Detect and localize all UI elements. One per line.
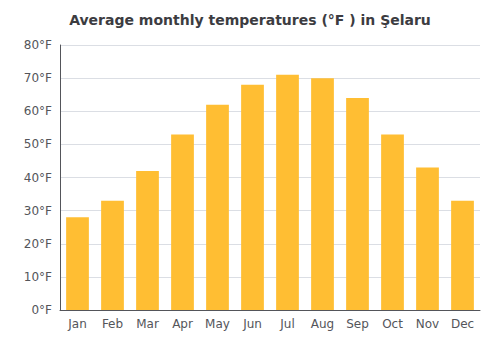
svg-text:Jan: Jan	[67, 317, 87, 331]
svg-text:30°F: 30°F	[24, 204, 52, 218]
svg-text:May: May	[205, 317, 230, 331]
svg-text:Jun: Jun	[242, 317, 262, 331]
svg-text:50°F: 50°F	[24, 137, 52, 151]
svg-text:60°F: 60°F	[24, 104, 52, 118]
svg-text:40°F: 40°F	[24, 171, 52, 185]
svg-text:Apr: Apr	[172, 317, 193, 331]
svg-text:Aug: Aug	[311, 317, 334, 331]
svg-text:Sep: Sep	[346, 317, 369, 331]
svg-text:20°F: 20°F	[24, 237, 52, 251]
svg-text:Dec: Dec	[451, 317, 474, 331]
svg-text:Average monthly temperatures (: Average monthly temperatures (°F ) in Şe…	[69, 12, 431, 28]
svg-text:80°F: 80°F	[24, 38, 52, 52]
svg-text:Nov: Nov	[416, 317, 439, 331]
svg-text:10°F: 10°F	[24, 270, 52, 284]
svg-text:0°F: 0°F	[31, 303, 52, 317]
svg-text:Mar: Mar	[136, 317, 159, 331]
svg-text:Jul: Jul	[279, 317, 294, 331]
svg-text:70°F: 70°F	[24, 71, 52, 85]
svg-text:Feb: Feb	[102, 317, 123, 331]
svg-text:Oct: Oct	[382, 317, 403, 331]
